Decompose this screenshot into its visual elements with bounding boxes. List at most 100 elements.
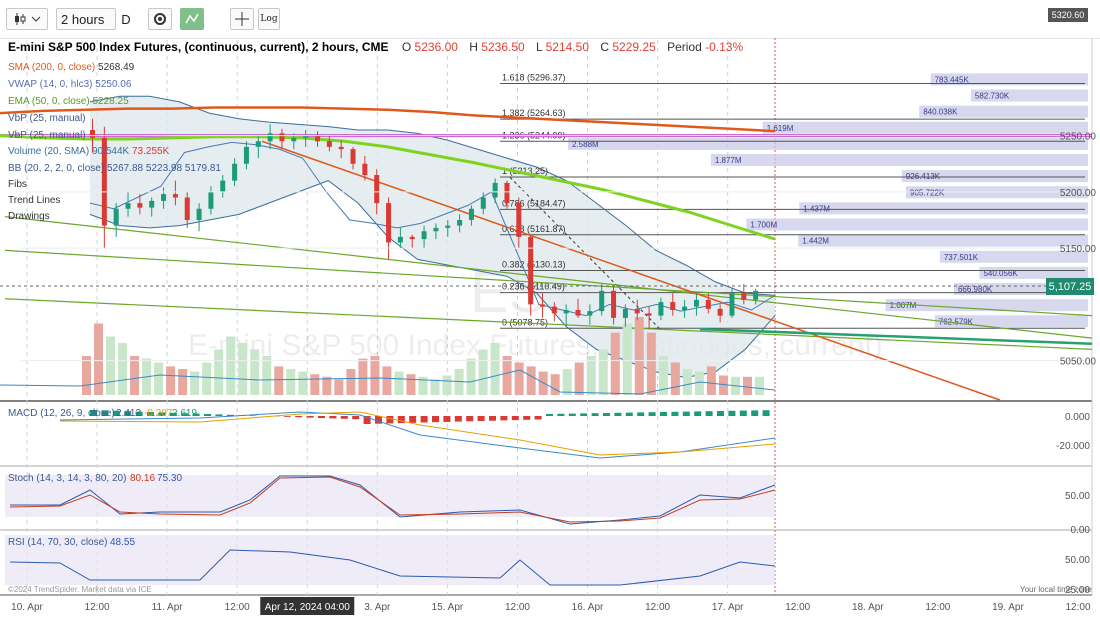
time-label: 3. Apr bbox=[364, 602, 391, 613]
legend-ema[interactable]: EMA (50, 0, close) 5228.25 bbox=[8, 96, 129, 107]
volume-bar bbox=[274, 366, 284, 395]
cursor-time-badge bbox=[260, 597, 355, 615]
close-label: C bbox=[600, 40, 610, 54]
macd-histogram-bar bbox=[386, 416, 394, 424]
time-label: 11. Apr bbox=[152, 602, 184, 613]
legend-vbp-1[interactable]: VbP (25, manual) bbox=[8, 113, 86, 124]
period-label: Period bbox=[667, 40, 702, 54]
volume-bar bbox=[622, 323, 632, 395]
macd-histogram-bar bbox=[751, 410, 759, 416]
legend-sma[interactable]: SMA (200, 0, close) 5268.49 bbox=[8, 62, 134, 73]
candle-body bbox=[516, 203, 522, 237]
candle-body bbox=[753, 290, 759, 300]
legend-vwap-value: 5250.06 bbox=[95, 79, 132, 90]
macd-histogram-bar bbox=[557, 413, 565, 416]
crosshair-button[interactable] bbox=[230, 8, 254, 30]
toolbar: 2 hours D Log bbox=[0, 0, 1100, 39]
candle-body bbox=[208, 191, 214, 209]
macd-histogram-bar bbox=[637, 412, 645, 416]
candle-body bbox=[326, 141, 332, 147]
candle-body bbox=[445, 225, 451, 228]
candle-body bbox=[528, 236, 534, 305]
candle-body bbox=[125, 203, 131, 209]
legend-volume[interactable]: Volume (20, SMA) 90.544K 73.255K bbox=[8, 146, 169, 157]
time-label: 12:00 bbox=[1065, 602, 1090, 613]
legend-drawings[interactable]: Drawings bbox=[8, 211, 50, 222]
period-d-button[interactable]: D bbox=[116, 8, 136, 30]
macd-histogram-bar bbox=[739, 410, 747, 416]
macd-histogram-bar bbox=[580, 413, 588, 416]
macd-histogram-bar bbox=[101, 410, 109, 416]
macd-histogram-bar bbox=[717, 411, 724, 416]
macd-histogram-bar bbox=[112, 410, 120, 416]
candle-body bbox=[741, 293, 747, 300]
legend-volume-value-2: 73.255K bbox=[131, 146, 170, 157]
volume-bar bbox=[250, 349, 260, 395]
volume-bar bbox=[646, 332, 656, 395]
macd-value-3: 2.619 bbox=[172, 408, 197, 419]
volume-bar bbox=[298, 371, 308, 395]
macd-histogram-bar bbox=[215, 414, 223, 416]
legend-vwap-label: VWAP (14, 0, hlc3) bbox=[8, 79, 93, 90]
legend-bb[interactable]: BB (20, 2, 2, 0, close) 5267.88 5223.98 … bbox=[8, 163, 221, 174]
legend-vbp-2[interactable]: VbP (25, manual) bbox=[8, 130, 86, 141]
time-label: 12:00 bbox=[85, 602, 110, 613]
high-value: 5236.50 bbox=[481, 40, 525, 54]
vbp-label: 1.619M bbox=[767, 124, 794, 133]
draw-mode-button[interactable] bbox=[180, 8, 204, 30]
period-letter: D bbox=[121, 11, 131, 27]
log-scale-button[interactable]: Log bbox=[258, 8, 280, 30]
sub-pane-tick-label: 0.000 bbox=[1065, 412, 1090, 423]
chart-type-button[interactable] bbox=[6, 8, 48, 30]
time-label: 12:00 bbox=[925, 602, 950, 613]
candle-body bbox=[705, 299, 711, 309]
candle-body bbox=[196, 208, 202, 220]
volume-bar bbox=[562, 369, 572, 395]
volume-bar bbox=[670, 362, 680, 395]
top-price-badge bbox=[1048, 8, 1088, 22]
interval-select[interactable]: 2 hours bbox=[56, 8, 116, 30]
macd-histogram-bar bbox=[432, 416, 439, 423]
fib-level-label: 1.618 (5296.37) bbox=[502, 72, 566, 82]
candle-body bbox=[303, 135, 309, 138]
volume-bar bbox=[94, 323, 104, 395]
legend-vwap[interactable]: VWAP (14, 0, hlc3) 5250.06 bbox=[8, 79, 131, 90]
macd-histogram-bar bbox=[477, 416, 485, 421]
vbp-label: 2.588M bbox=[572, 140, 599, 149]
vbp-label: 783.445K bbox=[935, 75, 970, 84]
volume-bar bbox=[166, 366, 176, 395]
volume-bar bbox=[514, 362, 524, 395]
candle-body bbox=[634, 308, 640, 314]
volume-bar bbox=[550, 374, 560, 395]
volume-bar bbox=[418, 376, 428, 395]
trend-draw-icon bbox=[185, 13, 199, 24]
legend-trend-lines[interactable]: Trend Lines bbox=[8, 195, 60, 206]
trend-line bbox=[4, 216, 1093, 339]
settings-button[interactable] bbox=[148, 8, 172, 30]
volume-bar bbox=[490, 343, 500, 395]
macd-histogram-bar bbox=[466, 416, 474, 422]
candle-body bbox=[172, 194, 178, 198]
vbp-bar bbox=[799, 202, 1088, 215]
macd-title: MACD (12, 26, 9, close) bbox=[8, 408, 115, 419]
candle-body bbox=[149, 200, 155, 208]
volume-bar bbox=[82, 356, 91, 395]
macd-histogram-bar bbox=[352, 416, 360, 420]
last-price-label: 5,107.25 bbox=[1049, 281, 1092, 293]
trend-line bbox=[261, 140, 1001, 401]
volume-bar bbox=[430, 379, 440, 395]
last-price-badge[interactable] bbox=[1046, 278, 1094, 295]
chart-title: E-mini S&P 500 Index Futures, (continuou… bbox=[8, 40, 389, 54]
candle-body bbox=[540, 304, 545, 307]
legend-fibs[interactable]: Fibs bbox=[8, 179, 27, 190]
volume-bar bbox=[226, 336, 236, 395]
legend-bb-value-3: 5179.81 bbox=[184, 163, 221, 174]
crosshair-icon bbox=[235, 12, 249, 26]
low-value: 5214.50 bbox=[545, 40, 589, 54]
fib-level-label: 0.618 (5161.87) bbox=[502, 224, 566, 234]
macd-histogram-bar bbox=[158, 412, 166, 416]
rsi-line bbox=[9, 549, 776, 586]
candle-body bbox=[232, 163, 238, 181]
macd-histogram-bar bbox=[124, 411, 132, 416]
